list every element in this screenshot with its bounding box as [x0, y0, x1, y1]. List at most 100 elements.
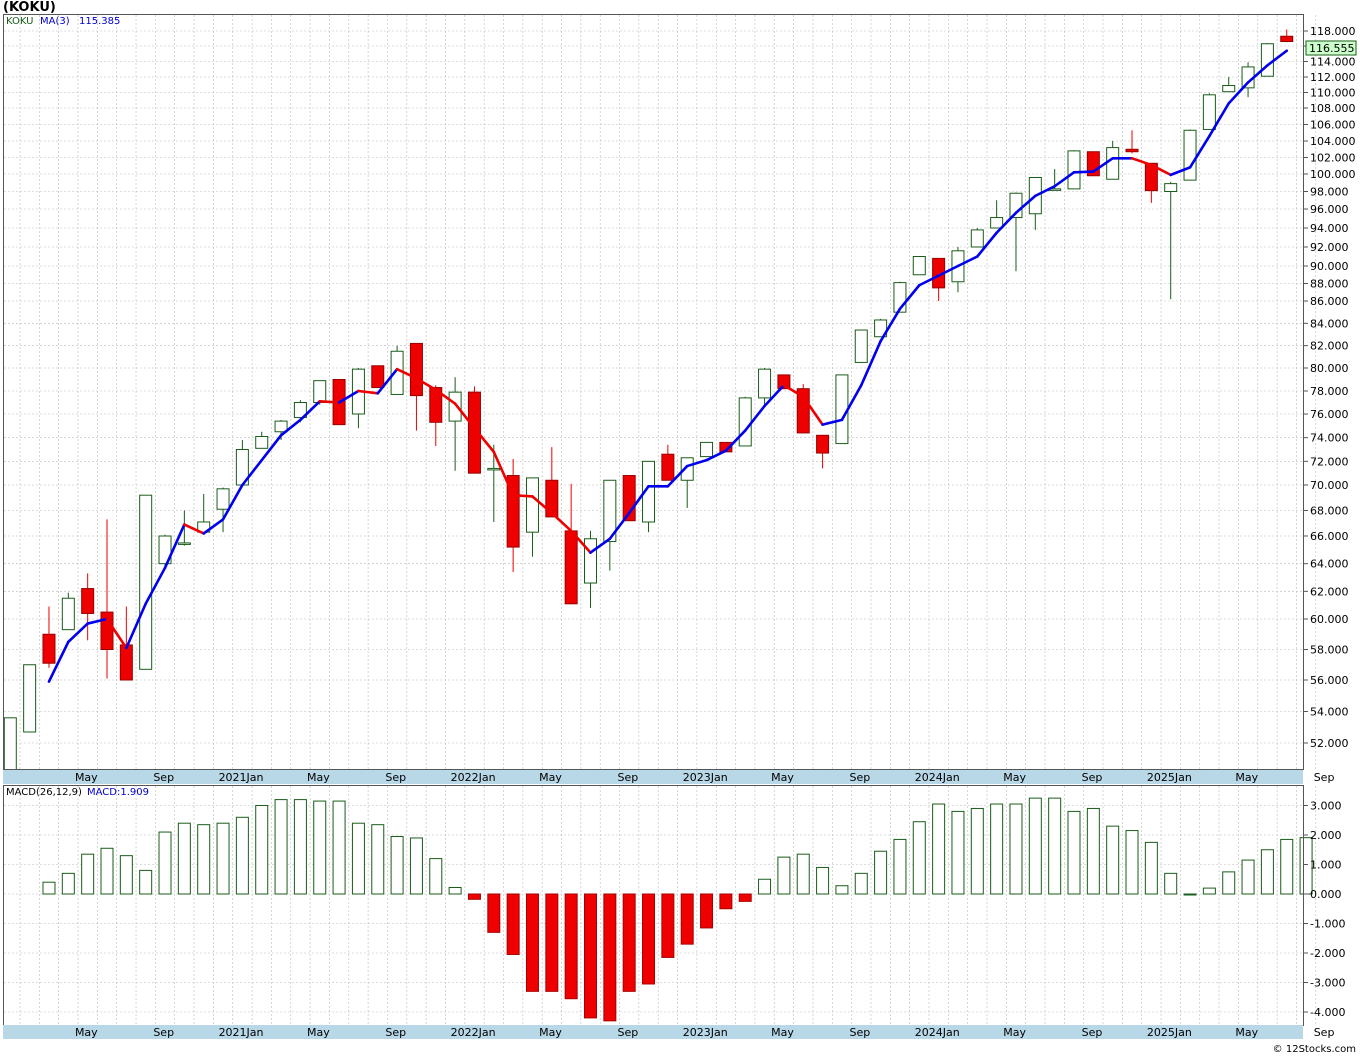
macd-bar: [893, 838, 907, 895]
price-y-tick-label: 108.000: [1310, 102, 1356, 115]
candle-body: [661, 453, 675, 481]
price-panel: 52.000 54.000 56.000 58.000 60.000 62.000 64.0…: [3, 14, 1357, 775]
candle-body: [1260, 43, 1274, 77]
candle-body: [912, 256, 926, 276]
macd-bar: [216, 822, 230, 895]
x-axis-label: Sep: [153, 1026, 174, 1039]
ma-segment: [569, 529, 592, 554]
macd-bar: [1222, 871, 1236, 895]
price-legend: KOKU MA(3) 115.385: [6, 16, 120, 27]
candle-body: [1202, 94, 1216, 130]
ma-segment: [434, 388, 457, 405]
ma-segment: [279, 418, 302, 437]
macd-bar: [564, 893, 578, 1000]
macd-bar: [255, 805, 269, 895]
ma-segment: [898, 283, 921, 311]
candle-body: [274, 420, 288, 433]
macd-bar: [1144, 841, 1158, 895]
candle-body: [255, 435, 269, 449]
ma-segment: [86, 617, 109, 625]
x-axis-label: Sep: [385, 1026, 406, 1039]
macd-bar: [100, 847, 114, 895]
price-y-tick-label: 80.000: [1310, 362, 1349, 375]
macd-bar: [680, 893, 694, 945]
candle-body: [738, 397, 752, 447]
x-axis-label: May: [307, 1026, 330, 1039]
x-axis-label: Sep: [385, 771, 406, 784]
macd-bar: [293, 799, 307, 895]
ma-segment: [221, 483, 244, 521]
x-axis-label: May: [75, 1026, 98, 1039]
x-axis-label: May: [771, 771, 794, 784]
candle-body: [177, 542, 191, 545]
macd-bar: [467, 893, 481, 900]
ma-segment: [1072, 170, 1095, 174]
ma-segment: [511, 493, 534, 498]
x-axis-label: 2024Jan: [915, 771, 960, 784]
ma-segment: [859, 339, 882, 387]
macd-bar: [1086, 807, 1100, 895]
candle-body: [409, 342, 423, 397]
x-axis-label: Sep: [850, 771, 871, 784]
x-axis-label: Sep: [850, 1026, 871, 1039]
macd-bar: [1183, 893, 1197, 896]
macd-legend-label: MACD(26,12,9): [6, 787, 82, 798]
macd-y-tick-label: -3.000: [1310, 977, 1345, 990]
x-axis-label: 2021Jan: [219, 1026, 264, 1039]
price-y-tick-label: 88.000: [1310, 278, 1349, 291]
price-grid: [4, 15, 1317, 769]
macd-bar: [1028, 797, 1042, 895]
ma-segment: [183, 523, 205, 535]
price-y-tick-label: 118.000: [1310, 25, 1356, 38]
macd-bar: [584, 893, 597, 1019]
price-y-tick-label: 60.000: [1310, 613, 1349, 626]
x-axis-label: 2022Jan: [451, 771, 496, 784]
ma-segment: [531, 495, 554, 515]
candle-body: [487, 467, 501, 471]
macd-bar: [970, 807, 984, 895]
macd-bar: [545, 893, 559, 992]
candle-body: [139, 494, 153, 670]
candle-body: [874, 319, 888, 338]
macd-bar: [313, 800, 327, 895]
macd-bar: [487, 893, 501, 933]
macd-legend: MACD(26,12,9) MACD:1.909: [6, 787, 149, 798]
candle-body: [1280, 35, 1294, 42]
price-y-tick-label: 90.000: [1310, 260, 1349, 273]
ma-segment: [1188, 134, 1211, 169]
candle-body: [3, 717, 17, 775]
candle-body: [970, 229, 984, 248]
ma-segment: [202, 518, 225, 535]
ma-segment: [975, 231, 998, 258]
candle-body: [81, 588, 95, 614]
price-y-tick-label: 68.000: [1310, 505, 1349, 518]
ma-segment: [395, 367, 418, 380]
macd-bar: [642, 893, 656, 985]
macd-y-tick-label: 0.000: [1310, 888, 1342, 901]
ma-segment: [917, 274, 940, 287]
candle-body: [1125, 148, 1139, 153]
ma-segment: [299, 400, 322, 422]
ma-segment: [415, 377, 438, 392]
price-y-tick-label: 82.000: [1310, 340, 1349, 353]
x-axis-label: May: [1003, 771, 1026, 784]
ma-segment: [724, 429, 747, 452]
x-axis-label: Sep: [1314, 771, 1335, 784]
price-y-tick-label: 66.000: [1310, 530, 1349, 543]
candle-body: [680, 457, 694, 481]
ma-segment: [260, 433, 283, 462]
ma-segment: [995, 211, 1018, 235]
candle-body: [371, 365, 385, 389]
x-axis-label: Sep: [1082, 1026, 1103, 1039]
macd-x-labels: May Sep 2021Jan May Sep 2022Jan May Sep 2023Jan M…: [75, 1026, 1335, 1039]
macd-bar: [42, 881, 56, 895]
candle-body: [1067, 150, 1081, 190]
candle-body: [1164, 183, 1178, 192]
macd-bar: [912, 821, 926, 895]
ma-segment: [782, 383, 805, 399]
ma-segment: [801, 395, 824, 426]
candle-body: [816, 434, 830, 454]
x-axis-label: 2023Jan: [683, 771, 728, 784]
macd-panel: -4.000 -3.000 -2.000 -1.000 0.000 1.000 2.000 3…: [3, 785, 1345, 1026]
macd-bar: [932, 803, 946, 895]
